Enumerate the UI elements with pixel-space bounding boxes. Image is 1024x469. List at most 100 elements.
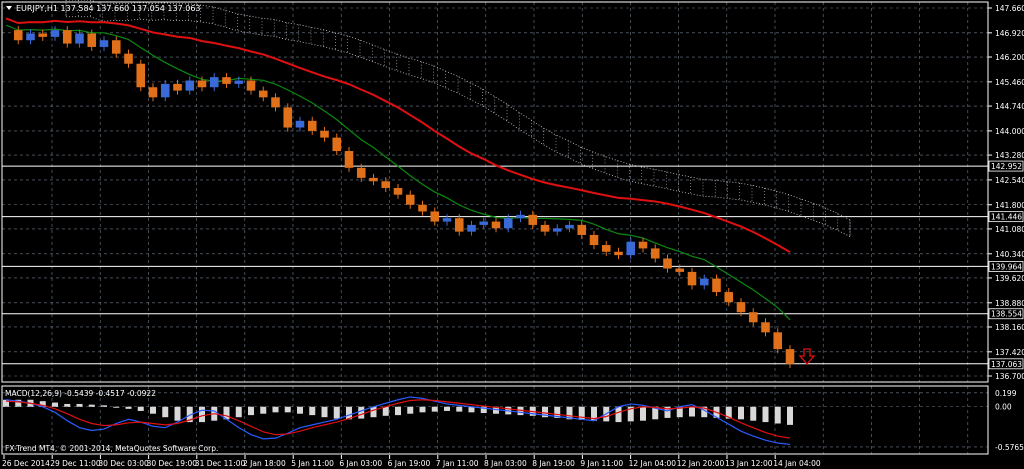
macd-histogram-bar [15, 399, 22, 407]
ma-slow-line [5, 17, 791, 253]
axes: 147.660 146.920 146.200 145.460 144.740 144.0… [2, 4, 1024, 468]
time-label: 31 Dec 11:00 [195, 459, 246, 468]
price-tick-label: 145.460 [995, 78, 1024, 87]
macd-histogram-bar [566, 406, 573, 420]
macd-histogram-bar [125, 406, 132, 409]
macd-histogram-bar [664, 406, 671, 418]
macd-label: MACD(12,26,9) -0.5439 -0.4517 -0.0922 [5, 389, 156, 398]
macd-histogram-bar [137, 406, 144, 411]
candle-body [271, 97, 280, 108]
macd-histogram-bar [76, 403, 83, 407]
candle-body [148, 87, 158, 98]
candle-body [234, 80, 244, 84]
time-label: 12 Jan 04:00 [629, 459, 677, 468]
macd-histogram-bar [431, 406, 438, 412]
level-label: 139.964 [991, 262, 1022, 271]
level-label-box [988, 358, 1024, 370]
time-label: 8 Jan 19:00 [532, 459, 575, 468]
macd-histogram-bar [444, 406, 450, 411]
time-label: 13 Jan 12:00 [725, 459, 773, 468]
candle-body [369, 177, 378, 182]
macd-histogram-bar [676, 406, 683, 418]
level-label-box [988, 211, 1024, 223]
macd-histogram-bar [725, 406, 732, 419]
time-label: 5 Jan 11:00 [291, 459, 334, 468]
candle-body [675, 268, 685, 272]
price-tick-label: 142.540 [995, 176, 1024, 185]
candle-body [246, 80, 256, 91]
price-tick-label: 144.000 [995, 127, 1024, 136]
level-label: 138.554 [991, 310, 1022, 319]
candle-body [173, 83, 182, 91]
macd-histogram-bar [174, 406, 181, 421]
macd-histogram-bar [346, 406, 352, 420]
candle-body [197, 80, 207, 88]
candle-body [283, 107, 293, 128]
candle-body [785, 349, 795, 364]
candle-body [601, 245, 611, 252]
candle-body [454, 218, 464, 232]
macd-histogram-bar [419, 406, 426, 413]
candle-body [344, 151, 354, 168]
time-label: 6 Jan 03:00 [339, 459, 382, 468]
level-label-box [988, 160, 1024, 172]
time-label: 2 Jan 18:00 [243, 459, 286, 468]
macd-histogram-bar [627, 406, 634, 422]
macd-histogram-bar [774, 406, 781, 424]
macd-histogram-bar [358, 406, 365, 419]
candle-body [136, 63, 146, 88]
candle-body [614, 251, 623, 256]
chart-menu-triangle-icon[interactable] [6, 6, 12, 10]
macd-histogram-bar [407, 406, 414, 414]
time-label: 12 Jan 20:00 [677, 459, 725, 468]
price-tick-label: 138.160 [995, 323, 1024, 332]
macd-histogram-bar [272, 406, 279, 413]
candles [13, 26, 795, 368]
candle-body [479, 221, 489, 225]
candle-body [577, 224, 587, 235]
candle-body [712, 278, 721, 293]
candle-body [209, 77, 219, 88]
symbol-line: EURJPY,H1 137.584 137.660 137.054 137.06… [16, 4, 201, 13]
macd-histogram-bar [689, 406, 695, 417]
candle-body [663, 258, 672, 269]
candle-body [26, 33, 35, 41]
candle-body [773, 332, 783, 350]
macd-histogram-bar [39, 401, 46, 407]
macd-histogram-bar [101, 405, 107, 407]
price-tick-label: 144.740 [995, 102, 1024, 111]
price-tick-label: 143.280 [995, 151, 1024, 160]
candle-body [589, 234, 599, 246]
price-tick-label: 140.340 [995, 250, 1024, 259]
macd-histogram-bar [456, 406, 463, 412]
candle-body [516, 214, 525, 219]
time-label: 29 Dec 11:00 [50, 459, 101, 468]
candle-body [295, 120, 305, 128]
macd-histogram-bar [591, 406, 597, 421]
macd-histogram-bar [554, 406, 561, 418]
candle-body [381, 181, 391, 188]
macd-histogram-bar [468, 406, 475, 413]
macd-histogram-bar [652, 406, 659, 420]
macd-histogram-bar [615, 406, 622, 423]
macd-histogram-bar [309, 406, 316, 416]
candle-body [418, 204, 427, 212]
indicator-tick-label: 0.199 [995, 389, 1017, 398]
time-label: 9 Jan 11:00 [580, 459, 623, 468]
macd-histogram-bar [493, 406, 499, 414]
macd-histogram-bar [321, 406, 328, 418]
candle-body [467, 224, 476, 232]
macd-histogram-bar [640, 406, 646, 421]
ma-fast-line [5, 24, 791, 321]
candle-body [185, 80, 195, 91]
time-label: 7 Jan 11:00 [436, 459, 479, 468]
price-tick-label: 146.920 [995, 29, 1024, 38]
candle-body [356, 167, 366, 178]
candle-body [75, 33, 84, 44]
candle-body [650, 248, 660, 259]
macd-histogram-bar [235, 406, 242, 418]
candle-body [430, 211, 440, 222]
level-label-box [988, 261, 1024, 272]
macd-histogram-bar [113, 406, 120, 408]
